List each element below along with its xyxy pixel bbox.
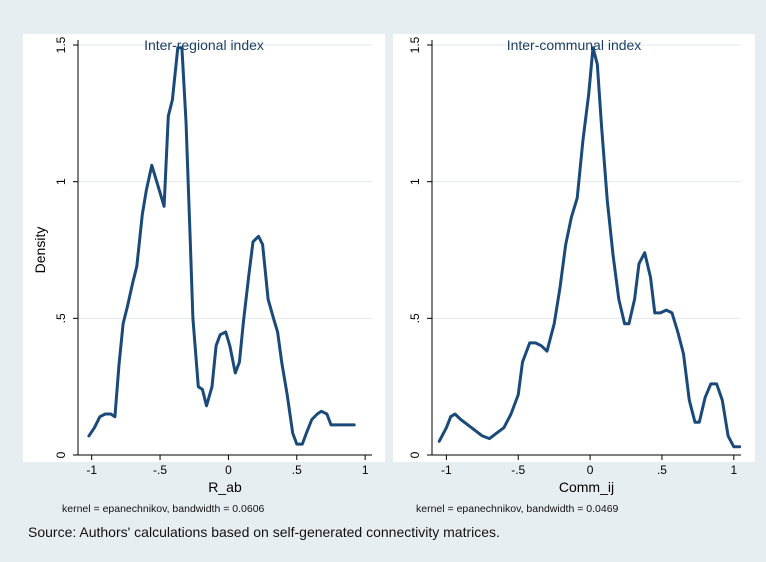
y-tick-label: .5: [408, 313, 422, 323]
x-tick-label: 0: [225, 463, 232, 477]
x-tick-label: 1: [730, 463, 737, 477]
chart-panel-1: 0 .5 1 1.5 -1 -.5 0 .5 1 Inter-regional index R_ab…: [23, 34, 385, 515]
y-tick-label: 1: [408, 178, 422, 185]
x-tick-label: -1: [86, 463, 97, 477]
x-tick-label: .5: [292, 463, 302, 477]
x-tick-label: 1: [362, 463, 369, 477]
y-tick-label: 0: [54, 451, 68, 458]
y-tick-label: 0: [408, 451, 422, 458]
chart-title: Inter-regional index: [144, 37, 264, 53]
kernel-note: kernel = epanechnikov, bandwidth = 0.046…: [416, 503, 619, 515]
chart-panel-2: 0 .5 1 1.5 -1 -.5 0 .5 1 Inter-communal index Comm…: [393, 34, 755, 515]
source-note: Source: Authors' calculations based on s…: [28, 524, 500, 540]
y-tick-label: 1.5: [408, 36, 422, 53]
kernel-note: kernel = epanechnikov, bandwidth = 0.060…: [62, 503, 265, 515]
x-tick-label: 0: [587, 463, 594, 477]
y-tick-label: 1: [54, 178, 68, 185]
x-tick-label: -1: [441, 463, 452, 477]
x-tick-label: -.5: [511, 463, 525, 477]
x-tick-label: -.5: [153, 463, 167, 477]
x-axis-label: R_ab: [208, 479, 242, 495]
x-tick-label: .5: [657, 463, 667, 477]
x-axis-label: Comm_ij: [559, 479, 614, 495]
y-tick-label: 1.5: [54, 36, 68, 53]
chart-title: Inter-communal index: [507, 37, 642, 53]
y-tick-label: .5: [54, 313, 68, 323]
panel-background: [393, 34, 755, 462]
y-axis-label: Density: [32, 227, 48, 274]
